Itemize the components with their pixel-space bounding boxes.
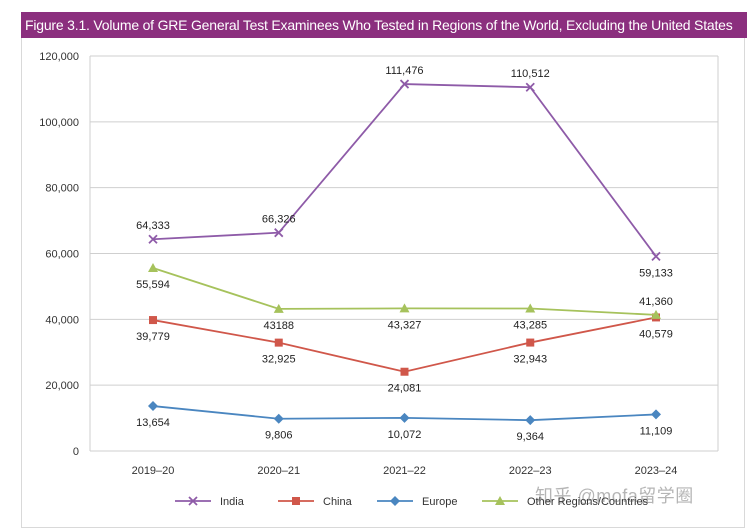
x-tick-label: 2022–23: [509, 465, 552, 477]
data-label-other-regions-countries: 43188: [263, 320, 294, 332]
legend-marker-india: [188, 496, 198, 506]
data-label-india: 66,326: [262, 214, 296, 226]
data-label-europe: 9,806: [265, 430, 293, 442]
x-tick-label: 2023–24: [635, 465, 678, 477]
data-label-india: 64,333: [136, 220, 170, 232]
x-tick-label: 2019–20: [132, 465, 175, 477]
y-tick-label: 0: [73, 446, 79, 458]
legend-label-europe: Europe: [422, 496, 457, 508]
legend-label-india: India: [220, 496, 245, 508]
y-tick-label: 80,000: [45, 183, 79, 195]
data-label-china: 32,925: [262, 354, 296, 366]
data-point-india: [651, 251, 661, 261]
legend-label-china: China: [323, 496, 353, 508]
series-line-india: [152, 83, 657, 257]
data-point-india: [274, 228, 284, 238]
data-point-other-regions-countries: [525, 303, 536, 313]
y-tick-label: 100,000: [39, 117, 79, 129]
data-label-europe: 10,072: [388, 429, 422, 441]
x-tick-label: 2021–22: [383, 465, 426, 477]
legend-marker-other-regions-countries: [495, 496, 505, 505]
data-label-china: 39,779: [136, 331, 170, 343]
data-label-india: 110,512: [511, 68, 550, 80]
data-label-europe: 9,364: [516, 431, 544, 443]
data-point-other-regions-countries: [651, 309, 661, 319]
data-point-china: [274, 338, 283, 347]
data-label-other-regions-countries: 41,360: [639, 296, 673, 308]
data-label-china: 40,579: [639, 328, 673, 340]
data-label-china: 24,081: [388, 383, 422, 395]
data-point-europe: [273, 413, 284, 424]
data-point-europe: [651, 409, 661, 420]
data-point-china: [526, 338, 535, 347]
data-point-china: [400, 367, 409, 376]
data-label-other-regions-countries: 55,594: [136, 279, 170, 291]
data-point-europe: [399, 412, 410, 423]
data-point-india: [525, 82, 535, 92]
data-label-india: 59,133: [639, 267, 673, 279]
data-point-other-regions-countries: [273, 303, 284, 313]
data-point-china: [149, 316, 157, 325]
data-point-other-regions-countries: [148, 263, 158, 273]
data-label-india: 111,476: [385, 65, 423, 77]
legend-marker-china: [292, 497, 300, 505]
y-tick-label: 120,000: [39, 51, 79, 63]
legend-marker-europe: [390, 496, 400, 506]
chart-title: Figure 3.1. Volume of GRE General Test E…: [21, 12, 747, 38]
y-tick-label: 60,000: [45, 249, 79, 261]
data-label-china: 32,943: [513, 354, 547, 366]
data-label-europe: 13,654: [136, 417, 170, 429]
data-label-europe: 11,109: [640, 425, 673, 437]
data-label-other-regions-countries: 43,327: [388, 319, 422, 331]
data-point-europe: [148, 401, 158, 412]
legend-label-other-regions-countries: Other Regions/Countries: [527, 496, 649, 508]
y-tick-label: 40,000: [45, 314, 79, 326]
watermark-text: 知乎 @mofa留学圈: [535, 486, 694, 506]
data-point-india: [148, 234, 158, 244]
data-point-india: [399, 79, 410, 89]
data-point-other-regions-countries: [399, 303, 410, 313]
data-label-other-regions-countries: 43,285: [513, 320, 547, 332]
x-tick-label: 2020–21: [257, 465, 300, 477]
data-point-europe: [525, 415, 536, 426]
y-tick-label: 20,000: [45, 380, 79, 392]
